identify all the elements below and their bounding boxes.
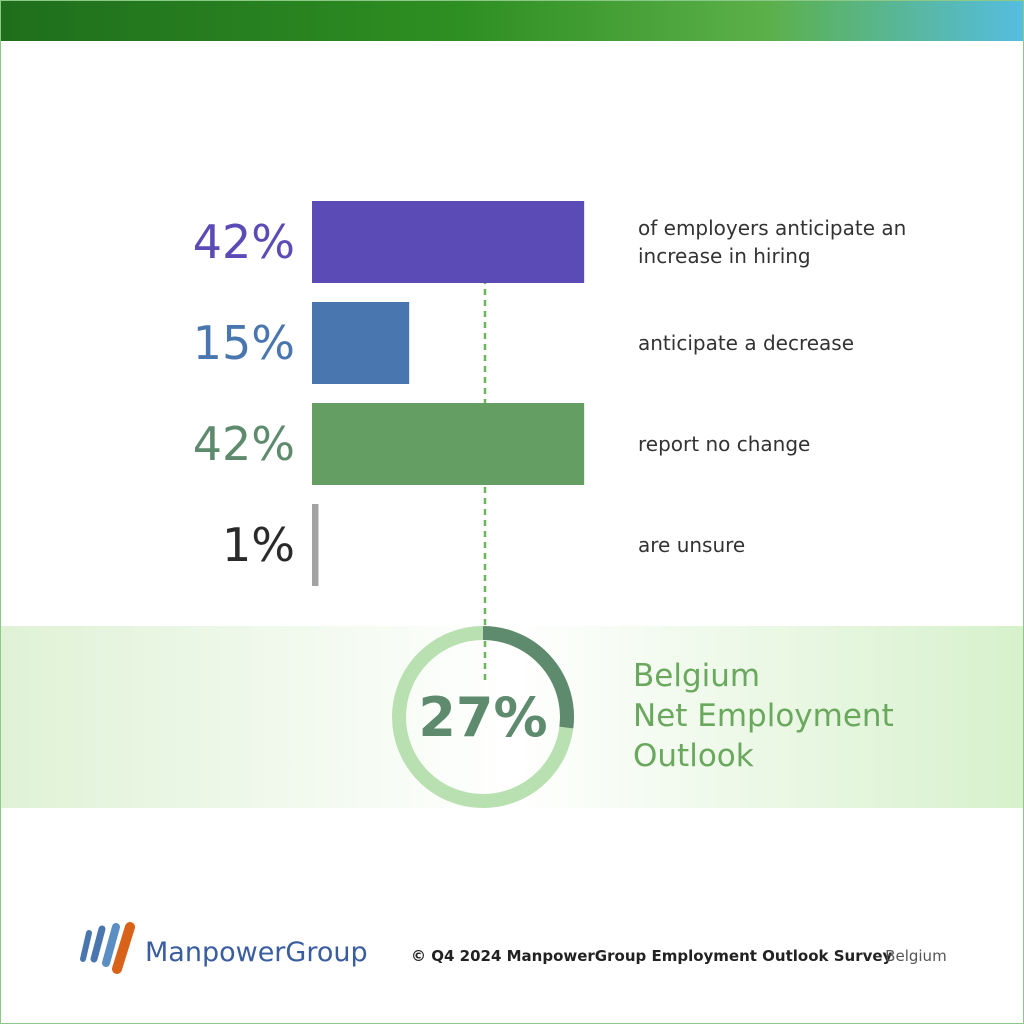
bar [312,504,319,586]
bar [312,403,585,485]
donut-title: Net Employment [633,698,894,734]
band [1,626,1023,808]
source: © Q4 2024 ManpowerGroup Employment Outlo… [411,947,893,965]
logo-text: ManpowerGroup [145,937,368,968]
donut-value: 27% [418,686,547,749]
category-label: are unsure [638,533,746,557]
top-banner [1,1,1023,41]
donut-title: Belgium [633,658,760,694]
bar [312,201,585,283]
value-label: 42% [192,417,295,471]
donut-title: Outlook [633,738,754,774]
donut-arc [482,626,574,729]
category-label: report no change [638,432,811,456]
value-label: 15% [192,316,295,370]
value-label: 42% [192,215,295,269]
logo-icon [80,922,135,974]
category-label: anticipate a decrease [638,331,855,355]
category-label: of employers anticipate an increase in h… [638,216,907,268]
value-label: 1% [222,518,295,572]
region: - Belgium [875,947,947,965]
bar [312,302,410,384]
